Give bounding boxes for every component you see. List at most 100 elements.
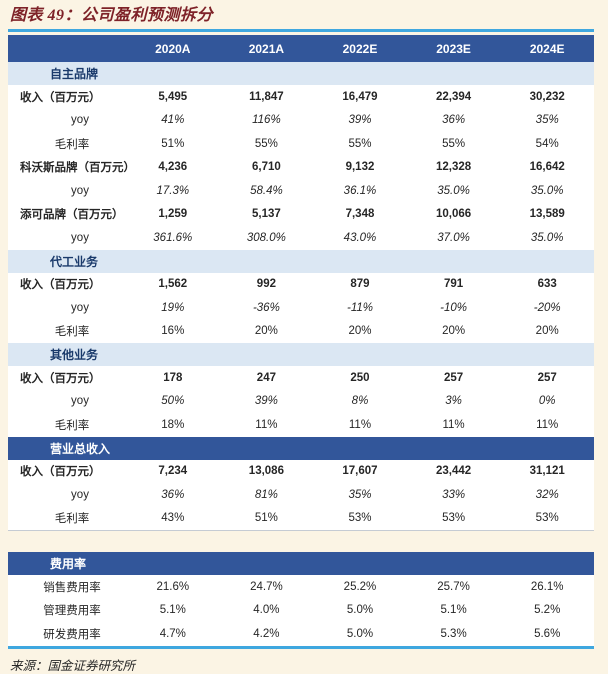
value-cell: -36%	[252, 301, 280, 314]
value-cell: -20%	[533, 301, 561, 314]
year-header-empty-cell	[8, 35, 126, 62]
year-header-cell: 2022E	[313, 35, 407, 62]
row-label-cell: 添可品牌（百万元）	[20, 209, 124, 222]
value-cell: 19%	[161, 301, 185, 314]
table-row: 收入（百万元） 7,234 13,086 17,607 23,442 31,121	[8, 460, 594, 484]
table-row: 代工业务	[8, 249, 594, 273]
table-row: 研发费用率 4.7% 4.2% 5.0% 5.3% 5.6%	[8, 622, 594, 646]
value-cell: 11%	[536, 418, 559, 431]
table-row: 添可品牌（百万元） 1,259 5,137 7,348 10,066 13,589	[8, 203, 594, 227]
row-label-cell: yoy	[71, 231, 89, 244]
value-cell: 37.0%	[437, 231, 470, 244]
value-cell: 6,710	[252, 161, 281, 174]
row-label-cell: yoy	[71, 301, 89, 314]
value-cell: 5.6%	[534, 627, 561, 640]
section-label-cell: 营业总收入	[8, 436, 594, 460]
value-cell: 250	[350, 371, 370, 384]
value-cell: 5.2%	[534, 604, 561, 617]
row-label-cell: 收入（百万元）	[20, 91, 101, 104]
figure-title: 图表 49：公司盈利预测拆分	[10, 7, 214, 24]
section-label-cell: 自主品牌	[8, 62, 594, 85]
section-label-cell: 费用率	[8, 552, 594, 575]
section-label-cell: 其他业务	[8, 343, 594, 366]
year-header-cell: 2023E	[406, 35, 501, 62]
value-cell: 20%	[254, 325, 278, 338]
value-cell: 55%	[348, 137, 372, 150]
value-cell: 11,847	[249, 90, 284, 103]
row-label-cell: yoy	[71, 488, 89, 501]
row-label-cell: 科沃斯品牌（百万元）	[20, 162, 135, 175]
row-label-cell: yoy	[71, 395, 89, 408]
value-cell: 257	[443, 371, 464, 384]
table-row: 毛利率 16% 20% 20% 20% 20%	[8, 320, 594, 344]
row-label-cell: 毛利率	[54, 326, 90, 339]
year-header-cell: 2024E	[500, 35, 594, 62]
value-cell: 55%	[254, 137, 278, 150]
table-row: 营业总收入	[8, 436, 594, 460]
value-cell: 53%	[442, 512, 466, 525]
value-cell: 5.3%	[440, 627, 467, 640]
table-row: yoy 17.3% 58.4% 36.1% 35.0% 35.0%	[8, 179, 594, 203]
value-cell: 22,394	[435, 90, 472, 103]
value-cell: 58.4%	[250, 184, 283, 197]
value-cell: 43%	[161, 512, 185, 525]
value-cell: 5.0%	[346, 604, 374, 617]
table-row: yoy 19% -36% -11% -10% -20%	[8, 296, 594, 320]
forecast-table-body: 2020A 2021A 2022E 2023E 2024E 自主品牌收入（百万元） 5,49…	[8, 35, 594, 646]
value-cell: 35.0%	[530, 184, 564, 197]
value-cell: 7,348	[345, 208, 375, 221]
value-cell: 5.1%	[159, 604, 186, 617]
value-cell: 35%	[348, 488, 372, 501]
row-label-cell: 收入（百万元）	[20, 466, 101, 479]
year-header-cell: 2021A	[219, 35, 314, 62]
value-cell: 51%	[161, 137, 185, 150]
value-cell: 35.0%	[437, 184, 470, 197]
value-cell: 5,137	[252, 208, 281, 221]
table-row: yoy 361.6% 308.0% 43.0% 37.0% 35.0%	[8, 226, 594, 250]
table-row: 毛利率 18% 11% 11% 11% 11%	[8, 413, 594, 437]
value-cell: 33%	[442, 488, 466, 501]
table-row: 毛利率 51% 55% 55% 55% 54%	[8, 132, 594, 156]
value-cell: 13,086	[248, 465, 284, 478]
value-cell: 116%	[252, 114, 281, 127]
value-cell: 25.7%	[437, 580, 470, 593]
value-cell: 11%	[348, 418, 372, 431]
value-cell: 257	[537, 371, 557, 384]
table-row: 收入（百万元） 178 247 250 257 257	[8, 366, 594, 390]
value-cell: 247	[256, 371, 276, 384]
table-bottom-rule	[8, 645, 594, 649]
table-row: 自主品牌	[8, 62, 594, 85]
value-cell: -10%	[440, 301, 467, 314]
value-cell: 55%	[442, 137, 466, 150]
forecast-table: 2020A 2021A 2022E 2023E 2024E 自主品牌收入（百万元） 5,49…	[8, 35, 594, 646]
value-cell: 5.1%	[440, 604, 467, 617]
table-row-years: 2020A 2021A 2022E 2023E 2024E	[8, 35, 594, 62]
value-cell: 992	[256, 278, 276, 291]
value-cell: 51%	[254, 512, 278, 525]
value-cell: 53%	[348, 512, 372, 525]
value-cell: 791	[443, 278, 464, 291]
source-note: 来源：国金证券研究所	[10, 658, 136, 673]
value-cell: 12,328	[435, 161, 472, 174]
value-cell: 20%	[442, 325, 466, 338]
value-cell: 53%	[535, 512, 559, 525]
value-cell: 35.0%	[530, 231, 564, 244]
value-cell: 20%	[348, 325, 372, 338]
value-cell: 41%	[161, 114, 185, 127]
value-cell: 13,589	[529, 208, 565, 221]
value-cell: 26.1%	[530, 580, 564, 593]
row-label-cell: 毛利率	[54, 513, 90, 526]
value-cell: 5,495	[158, 90, 188, 103]
value-cell: 54%	[535, 137, 559, 150]
table-row: yoy 36% 81% 35% 33% 32%	[8, 483, 594, 507]
value-cell: 1,259	[158, 208, 188, 221]
value-cell: 178	[163, 371, 183, 384]
value-cell: 308.0%	[246, 231, 286, 244]
row-label-cell: yoy	[71, 184, 89, 197]
value-cell: 50%	[161, 395, 185, 408]
table-row: yoy 41% 116% 39% 36% 35%	[8, 109, 594, 133]
row-label-cell: 毛利率	[54, 419, 90, 432]
value-cell: 18%	[161, 418, 185, 431]
value-cell: 8%	[351, 395, 369, 408]
